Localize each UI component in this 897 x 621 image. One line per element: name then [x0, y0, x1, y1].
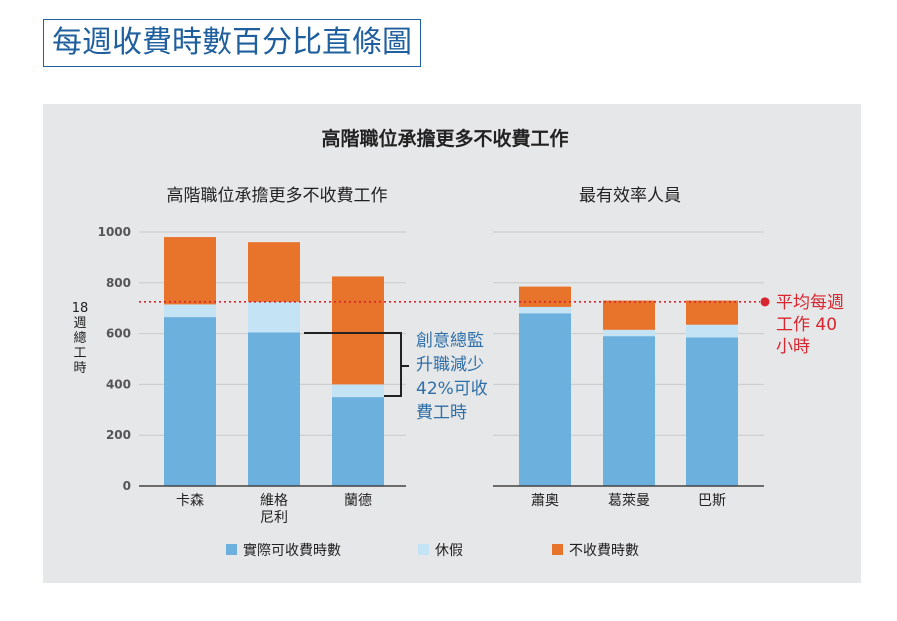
panel-subtitle-left: 高階職位承擔更多不收費工作 [167, 186, 388, 206]
x-tick-label: 巴斯 [698, 493, 726, 509]
bar-segment-休假 [686, 324, 738, 338]
bar-segment-實際可收費時數 [603, 336, 655, 486]
annotation: 創意總監升職減少 42%可收費工時 [304, 331, 488, 423]
y-tick-label: 600 [106, 327, 131, 341]
chart-title: 高階職位承擔更多不收費工作 [321, 127, 568, 150]
bar-segment-休假 [332, 384, 384, 398]
y-tick-label: 0 [123, 479, 131, 493]
y-tick-label: 400 [106, 377, 131, 391]
x-tick-label: 卡森 [176, 493, 204, 509]
x-tick-label: 葛萊曼 [608, 493, 650, 509]
x-tick-label: 蘭德 [344, 493, 372, 509]
x-tick-label: 蕭奧 [531, 493, 559, 509]
bar-segment-休假 [519, 306, 571, 314]
bar-segment-不收費時數 [603, 300, 655, 330]
page-title: 每週收費時數百分比直條圖 [43, 19, 421, 67]
bar-segment-實際可收費時數 [248, 332, 300, 486]
y-axis-label: 18 週總工時 [72, 301, 89, 376]
y-tick-label: 1000 [98, 225, 131, 239]
legend-swatch [226, 544, 237, 555]
legend-swatch [552, 544, 563, 555]
bar-segment-實際可收費時數 [164, 317, 216, 486]
average-line-marker [760, 297, 770, 307]
y-tick-label: 200 [106, 428, 131, 442]
bar-segment-休假 [248, 301, 300, 333]
average-line-label: 平均每週工作 40 小時 [776, 293, 844, 357]
legend-label: 實際可收費時數 [243, 542, 341, 559]
bar-segment-實際可收費時數 [332, 397, 384, 486]
bars [164, 237, 738, 486]
bar-segment-休假 [603, 329, 655, 337]
bar-segment-不收費時數 [519, 286, 571, 307]
legend-label: 休假 [435, 543, 463, 559]
annotation-bracket [304, 332, 402, 397]
legend-label: 不收費時數 [569, 543, 639, 559]
annotation-text: 創意總監升職減少 42%可收費工時 [416, 331, 488, 423]
bar-segment-不收費時數 [332, 276, 384, 385]
bar-segment-實際可收費時數 [686, 337, 738, 486]
bar-segment-不收費時數 [164, 237, 216, 305]
legend: 實際可收費時數 休假 不收費時數 [226, 542, 639, 559]
bar-segment-實際可收費時數 [519, 313, 571, 486]
panel-subtitle-right: 最有效率人員 [579, 186, 681, 206]
y-tick-label: 800 [106, 276, 131, 290]
average-reference-line: 平均每週工作 40 小時 [139, 293, 844, 357]
bar-segment-休假 [164, 304, 216, 318]
x-tick-label: 維格尼利 [260, 493, 288, 526]
legend-swatch [418, 544, 429, 555]
bar-segment-不收費時數 [248, 242, 300, 302]
bar-segment-不收費時數 [686, 300, 738, 325]
